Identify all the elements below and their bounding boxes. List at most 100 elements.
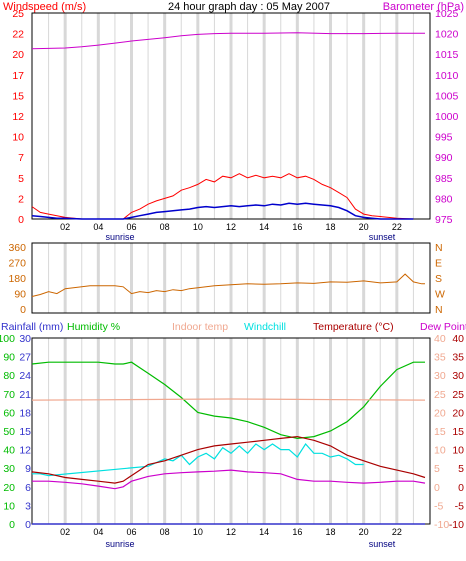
rainfall-tick: 3 [25,500,31,512]
windspeed-tick: 7 [18,152,24,164]
humidity-tick: 0 [9,519,15,531]
indoor-temp-tick: 20 [434,407,446,419]
indoor-temp-ticks: -10 -5 0 5 10 15 20 25 30 35 40 [434,333,449,531]
sunrise-label-panel1: sunrise [105,232,134,242]
direction-compass-tick: S [435,273,442,285]
rainfall-ticks: 0 3 6 9 12 15 18 21 24 27 30 [19,333,31,531]
windspeed-tick: 25 [12,8,24,20]
panel1-grid [48,13,414,219]
barometer-axis-label: Barometer (hPa) [383,1,464,13]
rainfall-tick: 9 [25,463,31,475]
panel2-left-ticks: 0 90 180 270 360 [8,242,26,316]
indoor-temp-tick: 15 [434,426,446,438]
x-tick-label: 06 [126,222,136,232]
x-tick-label: 20 [359,222,369,232]
humidity-tick: 100 [0,333,15,345]
windchill-axis-label: Windchill [244,321,286,333]
panel1-right-ticks: 975 980 985 990 995 1000 1005 1010 1015 1020 1025 [435,8,459,226]
temperature-line [31,435,426,484]
barometer-tick: 990 [435,152,453,164]
x-tick-label: 08 [160,222,170,232]
windspeed-tick: 20 [12,49,24,61]
x-tick-label: 20 [359,527,369,537]
humidity-tick: 20 [3,482,15,494]
x-tick-label: 22 [392,222,402,232]
x-tick-label: 18 [325,527,335,537]
x-tick-label: 18 [325,222,335,232]
indoor-temp-tick: -10 [434,519,449,531]
rainfall-tick: 12 [19,445,31,457]
rainfall-tick: 6 [25,482,31,494]
x-tick-label: 22 [392,527,402,537]
rainfall-axis-label: Rainfall (mm) [1,321,63,333]
temperature-tick: -10 [449,519,464,531]
panel3-x-ticks: 02 04 06 08 10 12 14 16 18 20 22 [60,527,402,537]
direction-degree-tick: 90 [14,289,26,301]
windspeed-axis-label: Windspeed (m/s) [3,1,86,13]
barometer-tick: 1025 [435,8,459,20]
humidity-axis-label: Humidity % [67,321,120,333]
sunrise-label-panel3: sunrise [105,539,134,549]
x-tick-label: 02 [60,527,70,537]
panel2-frame [31,242,431,314]
direction-compass-tick: W [435,289,445,301]
direction-compass-tick: N [435,242,443,254]
panel3-grid [48,338,414,524]
x-tick-label: 04 [93,527,103,537]
panel2-grid [48,243,414,313]
rainfall-tick: 0 [25,519,31,531]
temperature-tick: 30 [452,370,464,382]
humidity-ticks: 0 10 20 30 40 50 60 70 80 90 100 [0,333,15,531]
windchill-line [32,443,364,477]
indoor-temp-line [31,398,426,401]
x-tick-label: 08 [160,527,170,537]
humidity-tick: 30 [3,463,15,475]
indoor-temp-tick: -5 [434,500,443,512]
temperature-tick: -5 [455,500,464,512]
x-tick-label: 02 [60,222,70,232]
temperature-tick: 35 [452,352,464,364]
temperature-axis-label: Temperature (°C) [313,321,394,333]
x-tick-label: 12 [226,527,236,537]
indoor-temp-axis-label: Indoor temp [172,321,228,333]
barometer-tick: 1020 [435,29,459,41]
x-tick-label: 06 [126,527,136,537]
rainfall-tick: 24 [19,370,31,382]
indoor-temp-tick: 25 [434,389,446,401]
x-tick-label: 10 [193,222,203,232]
direction-degree-tick: 270 [8,258,26,270]
barometer-tick: 985 [435,173,453,185]
temperature-tick: 0 [458,482,464,494]
rainfall-tick: 30 [19,333,31,345]
indoor-temp-tick: 0 [434,482,440,494]
panel1-series [31,32,425,220]
dewpoint-axis-label: Dew Point [420,321,466,333]
x-tick-label: 14 [259,222,269,232]
x-tick-label: 12 [226,222,236,232]
direction-compass-tick: E [435,258,442,270]
direction-compass-tick: N [435,304,443,316]
direction-degree-tick: 180 [8,273,26,285]
temperature-ticks: -10 -5 0 5 10 15 20 25 30 35 40 [449,333,464,531]
humidity-tick: 70 [3,389,15,401]
barometer-tick: 995 [435,132,453,144]
direction-degree-tick: 0 [20,304,26,316]
barometer-line [31,32,425,50]
panel3-series [31,361,426,525]
rainfall-tick: 27 [19,352,31,364]
barometer-tick: 1005 [435,90,459,102]
temperature-tick: 25 [452,389,464,401]
windspeed-tick: 2 [18,193,24,205]
sunset-label-panel1: sunset [369,232,396,242]
indoor-temp-tick: 30 [434,370,446,382]
barometer-tick: 1010 [435,70,459,82]
indoor-temp-tick: 5 [434,463,440,475]
x-tick-label: 16 [292,527,302,537]
wind-direction-line [31,273,425,297]
indoor-temp-tick: 40 [434,333,446,345]
humidity-tick: 40 [3,445,15,457]
